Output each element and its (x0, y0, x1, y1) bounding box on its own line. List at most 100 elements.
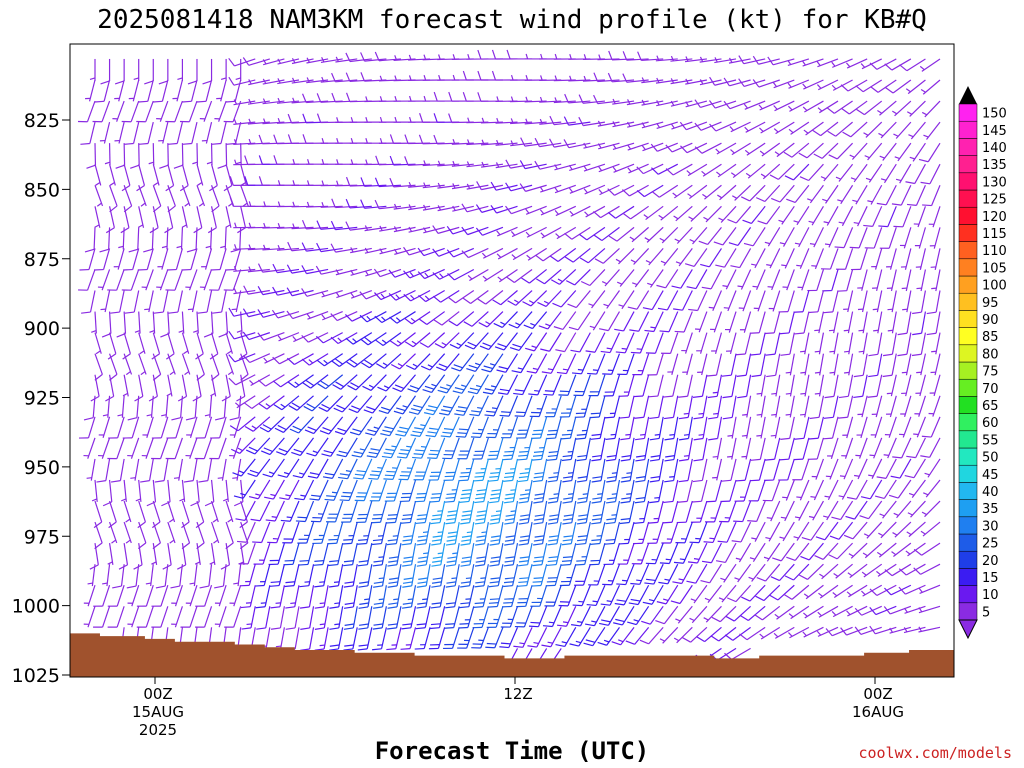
wind-barb (118, 227, 125, 250)
wind-barb (843, 521, 868, 540)
wind-barb (834, 227, 854, 249)
wind-barb (244, 155, 270, 166)
wind-barb (545, 564, 562, 587)
wind-barb (387, 564, 402, 588)
wind-barb (585, 606, 606, 627)
colorbar-cell (958, 447, 978, 466)
wind-barb (233, 288, 256, 295)
wind-barb (496, 353, 519, 373)
wind-barb (814, 374, 825, 397)
wind-barb (738, 290, 752, 312)
wind-barb (553, 75, 576, 82)
wind-barb (704, 584, 722, 603)
wind-barb (471, 627, 489, 649)
wind-barb (335, 180, 358, 187)
wind-barb (914, 227, 927, 249)
wind-barb (774, 142, 795, 158)
wind-barb (244, 176, 270, 186)
wind-barb (143, 227, 154, 253)
wind-barb (479, 332, 504, 351)
wind-barb (725, 605, 752, 622)
wind-barb (891, 542, 912, 557)
wind-barb (529, 395, 548, 418)
wind-barb (138, 353, 147, 376)
wind-barb (112, 564, 125, 589)
wind-barb (920, 79, 941, 95)
wind-barb (709, 121, 737, 132)
wind-barb (407, 374, 431, 393)
wind-barb (277, 78, 300, 85)
wind-barb (500, 606, 519, 628)
wind-barb (488, 564, 504, 588)
wind-barb (760, 163, 781, 180)
wind-barb (636, 163, 664, 175)
wind-barb (510, 74, 533, 81)
wind-barb (630, 563, 650, 585)
wind-barb (807, 269, 825, 292)
wind-barb (863, 121, 883, 138)
wind-barb (375, 332, 402, 346)
wind-barb (511, 353, 533, 374)
wind-barb (165, 269, 183, 291)
wind-barb (800, 395, 810, 418)
wind-barb (277, 97, 300, 104)
wind-barb (503, 458, 519, 482)
wind-barb (408, 204, 431, 211)
wind-barb (893, 121, 912, 139)
wind-barb (563, 116, 591, 126)
wind-barb (750, 332, 766, 356)
wind-barb (460, 543, 475, 567)
wind-barb (399, 479, 417, 503)
wind-barb (459, 585, 475, 609)
wind-barb (138, 79, 154, 103)
wind-barb (403, 311, 431, 325)
colorbar-label: 50 (982, 451, 999, 466)
wind-barb (364, 268, 387, 277)
wind-barb (743, 100, 766, 110)
wind-barb (431, 521, 446, 546)
wind-barb (816, 626, 839, 637)
wind-barb (808, 500, 824, 521)
wind-barb (656, 121, 678, 129)
wind-barb (451, 74, 474, 81)
wind-barb (634, 479, 650, 504)
wind-barb (664, 437, 679, 462)
wind-barb (137, 500, 146, 529)
wind-barb (418, 134, 445, 145)
y-tick-label: 925 (24, 388, 60, 410)
wind-barb (556, 353, 577, 375)
wind-barb (751, 353, 766, 378)
wind-barb (771, 184, 795, 203)
colorbar-cell (958, 138, 978, 156)
wind-barb (828, 142, 854, 160)
wind-barb (696, 332, 708, 354)
wind-barb (363, 395, 387, 414)
wind-barb (922, 185, 941, 207)
wind-barb (495, 139, 518, 146)
wind-barb (473, 585, 489, 608)
wind-barb (460, 500, 475, 525)
wind-barb (618, 521, 635, 545)
wind-barb (314, 627, 329, 651)
wind-barb (633, 374, 650, 398)
wind-barb (741, 584, 766, 602)
wind-barb (575, 416, 591, 440)
wind-barb (270, 585, 285, 609)
x-axis-label: Forecast Time (UTC) (375, 737, 650, 765)
wind-barb (628, 584, 650, 606)
wind-barb (869, 625, 897, 635)
wind-barb (757, 205, 781, 225)
wind-barb (377, 374, 402, 392)
wind-barb (168, 290, 184, 314)
wind-barb (857, 269, 868, 291)
wind-barb (576, 521, 591, 546)
wind-barb (277, 58, 300, 65)
wind-barb (107, 606, 125, 628)
wind-barb (102, 564, 111, 587)
wind-barb (285, 606, 300, 630)
wind-barb (583, 142, 606, 149)
wind-barb (579, 247, 606, 264)
wind-barb (700, 563, 722, 584)
wind-barb (555, 332, 577, 353)
wind-barb (699, 79, 722, 86)
